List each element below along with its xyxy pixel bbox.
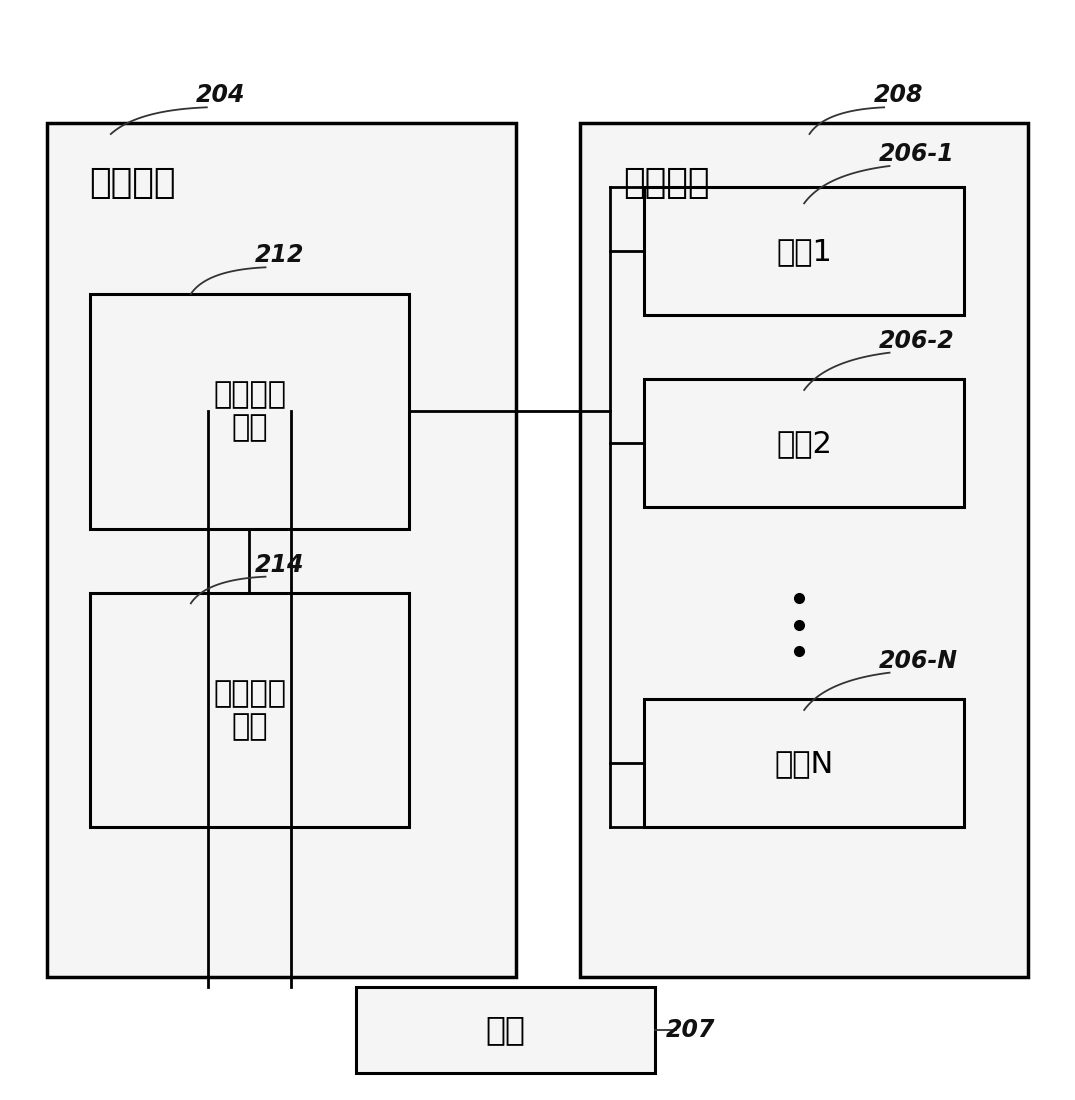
Text: 212: 212: [255, 243, 304, 267]
Text: 208: 208: [874, 84, 923, 108]
FancyBboxPatch shape: [89, 593, 410, 827]
Text: 214: 214: [255, 552, 304, 576]
FancyBboxPatch shape: [356, 988, 655, 1072]
FancyBboxPatch shape: [580, 123, 1028, 977]
Text: 引线系统: 引线系统: [622, 166, 710, 200]
Text: 207: 207: [665, 1018, 715, 1042]
Text: 刺激装置: 刺激装置: [89, 166, 176, 200]
FancyBboxPatch shape: [644, 379, 964, 507]
Text: 206-1: 206-1: [879, 142, 955, 166]
Text: 刺激控制
电路: 刺激控制 电路: [213, 679, 286, 741]
FancyBboxPatch shape: [644, 700, 964, 827]
Text: 电极2: 电极2: [776, 429, 832, 458]
Text: 刺激输出
电路: 刺激输出 电路: [213, 379, 286, 442]
FancyBboxPatch shape: [47, 123, 516, 977]
Text: 206-2: 206-2: [879, 329, 955, 353]
Text: 电极: 电极: [486, 1013, 526, 1046]
FancyBboxPatch shape: [644, 187, 964, 316]
Text: 电极1: 电极1: [776, 236, 832, 266]
Text: 电极N: 电极N: [775, 749, 834, 778]
Text: 206-N: 206-N: [879, 649, 958, 673]
FancyBboxPatch shape: [89, 294, 410, 529]
Text: 204: 204: [196, 84, 246, 108]
